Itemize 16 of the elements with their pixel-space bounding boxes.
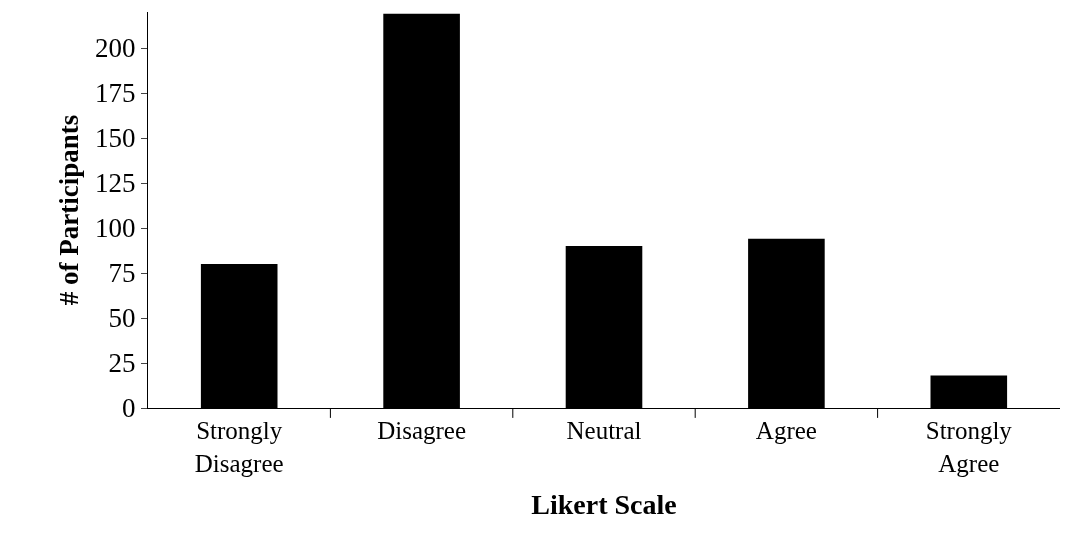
y-tick-label: 0 [122, 393, 136, 424]
x-tick-label: Neutral [566, 417, 642, 444]
x-tick-label: Strongly Agree [925, 417, 1013, 477]
y-tick-label: 25 [108, 348, 136, 379]
y-tick-label: 100 [95, 213, 136, 244]
y-tick-label: 200 [95, 33, 136, 64]
x-tick-label: Strongly Disagree [194, 417, 284, 477]
y-tick-label: 125 [95, 168, 136, 199]
y-tick-label: 75 [108, 258, 136, 289]
y-tick-label: 150 [95, 123, 136, 154]
x-tick-label: Disagree [377, 417, 467, 444]
y-tick-label: 175 [95, 78, 136, 109]
x-tick-label: Agree [755, 417, 817, 444]
x-axis-title: Likert Scale [531, 488, 677, 520]
y-axis-title: # of Participants [54, 114, 85, 306]
y-tick-label: 50 [108, 303, 136, 334]
